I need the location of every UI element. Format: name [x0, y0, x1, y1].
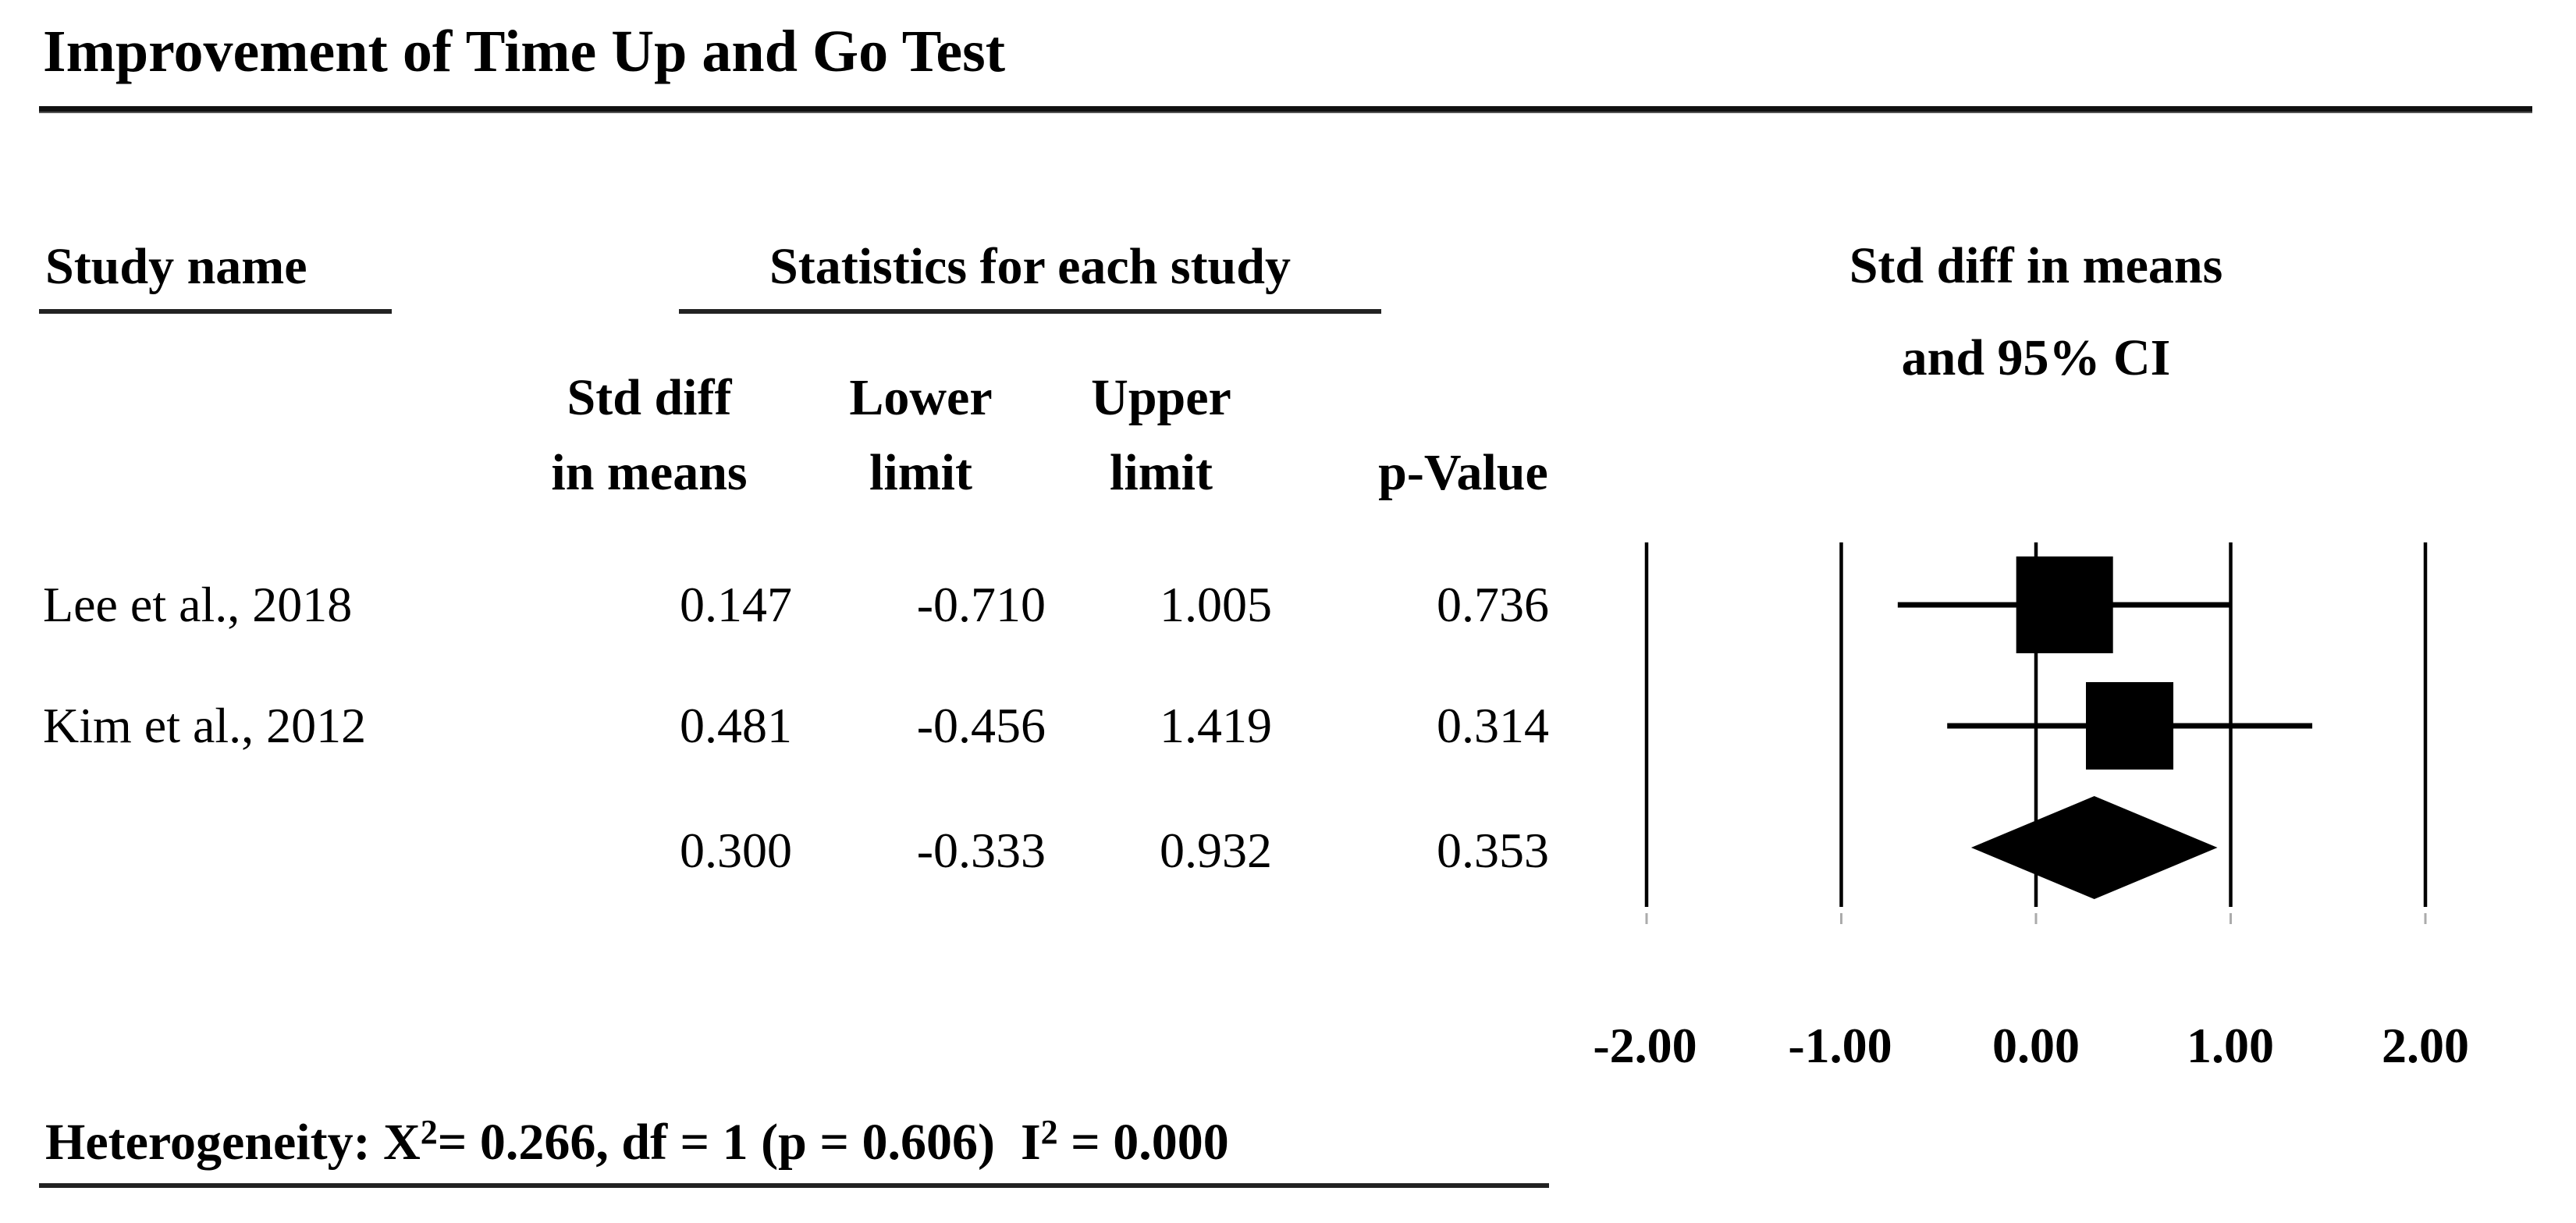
column-header-upper-limit: Upper limit: [1044, 361, 1278, 510]
title-rule: [39, 106, 2532, 113]
cell-lower-limit: -0.456: [916, 698, 1046, 753]
column-header-std-diff-line2: in means: [551, 444, 748, 501]
heterogeneity-suffix: = 0.000: [1057, 1114, 1229, 1171]
cell-lower-limit: -0.333: [916, 823, 1046, 878]
plot-header-line1: Std diff in means: [1849, 237, 2223, 294]
column-header-statistics: Statistics for each study: [679, 236, 1381, 314]
column-header-lower-limit: Lower limit: [804, 361, 1038, 510]
heterogeneity-sup2: 2: [1040, 1113, 1058, 1152]
cell-upper-limit: 1.419: [1160, 698, 1272, 753]
cell-std-diff: 0.481: [680, 698, 792, 753]
effect-square: [2016, 556, 2113, 653]
heterogeneity-mid: = 0.266, df = 1 (p = 0.606) I: [437, 1114, 1041, 1171]
column-header-std-diff-line1: Std diff: [567, 369, 732, 426]
axis-label-pos2: 2.00: [2382, 1018, 2469, 1073]
effect-square: [2086, 682, 2174, 770]
column-header-upper-line1: Upper: [1091, 369, 1231, 426]
cell-p-value: 0.353: [1437, 823, 1549, 878]
cell-lower-limit: -0.710: [916, 577, 1046, 632]
plot-header: Std diff in means and 95% CI: [1724, 220, 2348, 404]
table-row-kim: Kim et al., 2012 0.481 -0.456 1.419 0.31…: [0, 688, 2576, 763]
table-row-lee: Lee et al., 2018 0.147 -0.710 1.005 0.73…: [0, 567, 2576, 642]
column-header-study-name: Study name: [39, 236, 392, 314]
column-header-lower-line1: Lower: [849, 369, 993, 426]
cell-std-diff: 0.147: [680, 577, 792, 632]
cell-study-name: Lee et al., 2018: [43, 577, 353, 632]
cell-p-value: 0.314: [1437, 698, 1549, 753]
cell-study-name: Kim et al., 2012: [43, 698, 367, 753]
table-row-summary: 0.300 -0.333 0.932 0.353: [0, 813, 2576, 888]
cell-upper-limit: 0.932: [1160, 823, 1272, 878]
heterogeneity-prefix: Heterogeneity: X: [45, 1114, 421, 1171]
cell-std-diff: 0.300: [680, 823, 792, 878]
column-header-std-diff: Std diff in means: [532, 361, 766, 510]
plot-header-line2: and 95% CI: [1901, 329, 2171, 386]
axis-label-zero: 0.00: [1992, 1018, 2080, 1073]
axis-label-neg2: -2.00: [1593, 1018, 1697, 1073]
column-header-p-value: p-Value: [1378, 444, 1548, 501]
cell-study-name: [43, 813, 527, 888]
axis-label-neg1: -1.00: [1788, 1018, 1892, 1073]
summary-diamond: [1970, 796, 2218, 899]
heterogeneity-sup1: 2: [420, 1113, 438, 1152]
cell-p-value: 0.736: [1437, 577, 1549, 632]
column-header-lower-line2: limit: [869, 444, 972, 501]
axis-label-pos1: 1.00: [2187, 1018, 2274, 1073]
column-header-upper-line2: limit: [1110, 444, 1213, 501]
cell-upper-limit: 1.005: [1160, 577, 1272, 632]
page-title: Improvement of Time Up and Go Test: [43, 19, 1006, 84]
heterogeneity-note: Heterogeneity: X2= 0.266, df = 1 (p = 0.…: [39, 1111, 1549, 1188]
